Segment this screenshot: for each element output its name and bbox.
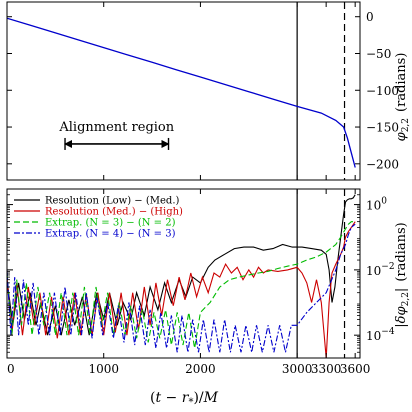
alignment-region-label: Alignment region: [58, 120, 174, 135]
top-y-tick-label-4: −200: [366, 157, 399, 171]
y-tick-label-1: 10−2: [366, 262, 395, 278]
legend-label-1: Resolution (Med.) − (High): [45, 207, 183, 218]
y-tick-label-0: 100: [366, 197, 387, 213]
top-panel: Alignment region 0 −50 −100 −150 −200 φ2,2(r…: [6, 1, 411, 181]
legend-label-0: Resolution (Low) − (Med.): [45, 196, 179, 207]
bottom-vlines: [296, 189, 346, 358]
legend-label-3: Extrap. (N = 4) − (N = 3): [45, 229, 176, 240]
top-y-tick-label-3: −150: [366, 121, 399, 135]
top-y-tick-label-1: −50: [366, 47, 391, 61]
top-y-axis-label: φ2,2(radians): [394, 53, 411, 142]
alignment-annotation: Alignment region: [58, 120, 175, 150]
x-tick-label-5: 3600: [340, 362, 371, 376]
bottom-series: [7, 194, 356, 358]
bottom-y-axis-label: |δφ2,2|(radians): [394, 222, 411, 327]
top-y-axis-ticks: 0 −50 −100 −150 −200: [7, 10, 399, 171]
x-tick-label-4: 3300: [311, 362, 342, 376]
bottom-y-axis-ticks: 100 10−2 10−4: [7, 188, 395, 359]
bottom-plot-frame: [6, 188, 361, 359]
x-tick-label-0: 0: [7, 362, 15, 376]
x-tick-label-2: 2000: [185, 362, 216, 376]
x-tick-label-3: 3000: [282, 362, 313, 376]
top-series-line-0: [7, 17, 356, 168]
legend: Resolution (Low) − (Med.)Resolution (Med…: [14, 196, 183, 240]
top-plot-frame: [6, 1, 361, 181]
top-y-tick-label-2: −100: [366, 84, 399, 98]
top-x-axis-ticks: [6, 2, 356, 180]
top-series: [7, 17, 356, 168]
series-line-2: [7, 221, 356, 349]
series-line-0: [7, 194, 356, 336]
top-vlines: [296, 2, 346, 180]
x-axis-label: (t − r*)/M: [150, 390, 219, 408]
series-line-1: [7, 221, 356, 358]
y-tick-label-2: 10−4: [366, 327, 395, 343]
bottom-panel: Resolution (Low) − (Med.)Resolution (Med…: [6, 188, 411, 408]
x-tick-label-1: 1000: [88, 362, 119, 376]
series-line-3: [7, 223, 356, 353]
legend-label-2: Extrap. (N = 3) − (N = 2): [45, 218, 176, 229]
top-y-tick-label-0: 0: [366, 10, 374, 24]
